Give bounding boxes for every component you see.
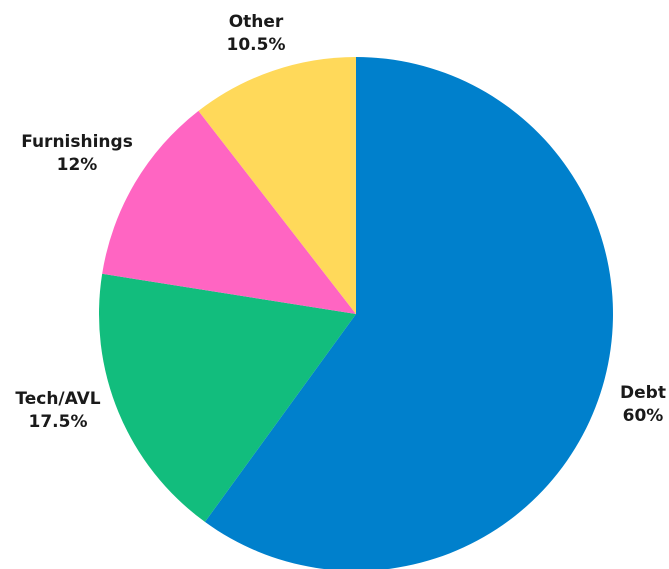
- slice-name-furnishings: Furnishings: [21, 132, 133, 152]
- pie-slice-furnishings: [102, 110, 356, 315]
- slice-value-other: 10.5%: [227, 35, 286, 55]
- slice-name-tech-avl: Tech/AVL: [15, 389, 100, 409]
- slice-label-debt: Debt 60%: [620, 383, 666, 426]
- slice-label-tech-avl: Tech/AVL 17.5%: [15, 389, 100, 432]
- pie-slice-tech-avl: [98, 273, 356, 522]
- slice-value-furnishings: 12%: [57, 155, 98, 175]
- slice-label-other: Other 10.5%: [227, 12, 286, 55]
- slice-name-debt: Debt: [620, 383, 666, 403]
- slice-label-furnishings: Furnishings 12%: [21, 132, 133, 175]
- slice-name-other: Other: [229, 12, 284, 32]
- pie-slice-other: [198, 56, 356, 314]
- slice-value-tech-avl: 17.5%: [29, 412, 88, 432]
- pie-slice-debt: [204, 57, 613, 569]
- pie-slices: [98, 56, 613, 569]
- slice-value-debt: 60%: [623, 406, 664, 426]
